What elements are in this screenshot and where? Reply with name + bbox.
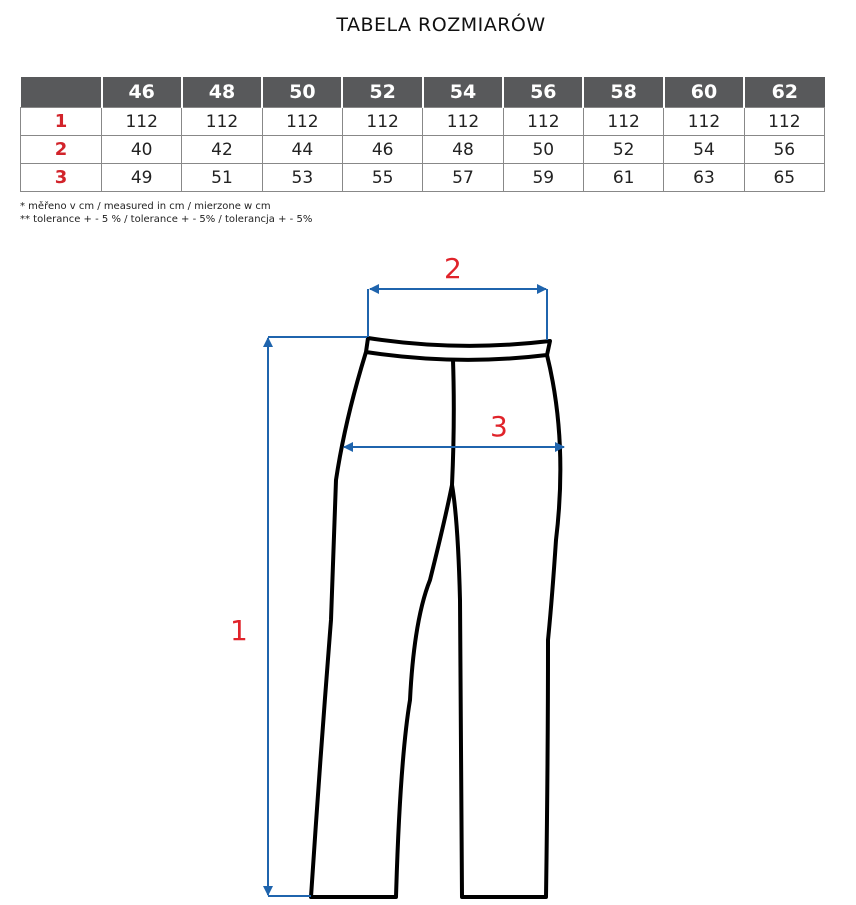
size-header-58: 58 (582, 77, 664, 108)
table-cell: 59 (502, 163, 584, 192)
label-length: 1 (230, 614, 248, 647)
pants-outline (309, 336, 563, 899)
size-table: 46 48 50 52 54 56 58 60 62 1 112 112 112 112 112 112 11… (20, 77, 826, 192)
right-leg (450, 354, 563, 899)
table-cell: 112 (663, 107, 745, 136)
note-tolerance: ** tolerance + - 5 % / tolerance + - 5% … (20, 214, 313, 225)
label-hip: 3 (490, 410, 508, 443)
size-header-56: 56 (502, 77, 584, 108)
note-units: * měřeno v cm / measured in cm / mierzon… (20, 201, 271, 212)
table-cell: 53 (261, 163, 343, 192)
size-header-row: 46 48 50 52 54 56 58 60 62 (20, 77, 825, 108)
table-cell: 112 (181, 107, 263, 136)
size-header-60: 60 (662, 77, 745, 108)
table-cell: 55 (341, 163, 424, 192)
table-cell: 42 (181, 135, 263, 164)
waistband (364, 336, 552, 362)
size-header-50: 50 (261, 77, 343, 108)
dimension-lines (263, 284, 565, 897)
table-cell: 48 (422, 135, 504, 164)
table-cell: 52 (582, 135, 665, 164)
table-cell: 112 (341, 107, 424, 136)
table-cell: 63 (663, 163, 745, 192)
table-cell: 49 (100, 163, 183, 192)
label-waist: 2 (444, 252, 462, 285)
table-cell: 50 (502, 135, 584, 164)
table-cell: 65 (743, 163, 826, 192)
row-label: 1 (20, 107, 102, 136)
size-header-48: 48 (180, 77, 263, 108)
row-label: 2 (20, 135, 102, 164)
table-row: 3 49 51 53 55 57 59 61 63 65 (20, 163, 826, 192)
table-cell: 112 (422, 107, 504, 136)
table-cell: 51 (181, 163, 263, 192)
left-leg (309, 351, 456, 899)
size-header-62: 62 (743, 77, 825, 108)
size-header-52: 52 (341, 77, 423, 108)
row-label: 3 (20, 163, 102, 192)
notes: * měřeno v cm / measured in cm / mierzon… (20, 200, 312, 226)
page-title: TABELA ROZMIARÓW (336, 14, 546, 36)
table-cell: 61 (582, 163, 665, 192)
corner-cell (20, 77, 102, 108)
size-header-46: 46 (100, 77, 182, 108)
size-header-54: 54 (421, 77, 504, 108)
table-cell: 44 (261, 135, 343, 164)
